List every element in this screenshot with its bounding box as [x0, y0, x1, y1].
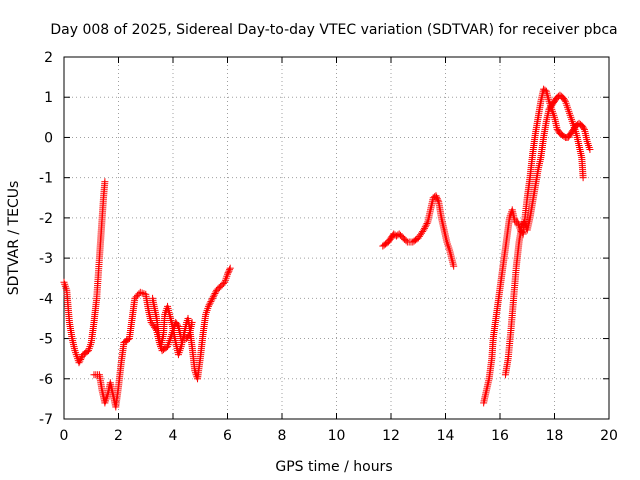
data-point: [208, 296, 216, 304]
data-point: [433, 195, 441, 203]
y-tick-label: -4: [39, 291, 53, 307]
data-point: [174, 321, 182, 329]
data-point: [209, 293, 217, 301]
data-point: [580, 124, 588, 132]
y-axis-label: SDTVAR / TECUs: [6, 181, 22, 296]
data-point: [207, 298, 215, 306]
y-tick-label: -2: [39, 211, 53, 227]
x-tick-label: 18: [546, 428, 564, 444]
data-points: [60, 85, 594, 411]
y-tick-label: 2: [44, 50, 53, 66]
data-point: [432, 192, 440, 200]
data-point: [420, 226, 428, 234]
data-point: [560, 96, 568, 104]
data-point: [77, 355, 85, 363]
y-tick-label: -1: [39, 171, 53, 187]
x-tick-label: 8: [278, 428, 287, 444]
data-point: [75, 359, 83, 367]
data-point: [209, 294, 217, 302]
data-point: [421, 223, 429, 231]
data-point: [136, 288, 144, 296]
data-point: [224, 269, 232, 277]
x-tick-label: 14: [437, 428, 455, 444]
data-point: [138, 289, 146, 297]
data-point: [225, 267, 233, 275]
data-point: [450, 262, 458, 270]
x-tick-label: 10: [328, 428, 346, 444]
x-tick-label: 6: [223, 428, 232, 444]
data-point: [204, 302, 212, 310]
x-tick-label: 12: [382, 428, 400, 444]
data-point: [579, 174, 587, 182]
data-point: [226, 266, 234, 274]
data-point: [226, 264, 234, 272]
data-point: [76, 357, 84, 365]
y-tick-label: 0: [44, 130, 53, 146]
y-tick-label: -6: [39, 372, 53, 388]
data-point: [77, 354, 85, 362]
x-tick-label: 4: [169, 428, 178, 444]
data-point: [586, 146, 594, 154]
x-tick-label: 0: [60, 428, 69, 444]
data-point: [210, 291, 218, 299]
x-tick-label: 16: [491, 428, 509, 444]
data-point: [211, 290, 219, 298]
data-point: [205, 301, 213, 309]
data-point: [423, 220, 431, 228]
x-tick-label: 2: [114, 428, 123, 444]
data-point: [101, 178, 109, 186]
data-point: [402, 237, 410, 245]
data-point: [224, 270, 231, 278]
y-tick-label: -3: [39, 251, 53, 267]
y-tick-label: -5: [39, 332, 53, 348]
grid-lines: [64, 57, 609, 419]
x-axis-label: GPS time / hours: [275, 459, 392, 475]
data-point: [124, 336, 132, 344]
y-tick-label: 1: [44, 90, 53, 106]
data-point: [422, 221, 430, 229]
y-tick-label: -7: [39, 412, 53, 428]
data-point: [206, 299, 214, 307]
data-point: [433, 193, 441, 201]
x-tick-label: 20: [600, 428, 618, 444]
chart-title: Day 008 of 2025, Sidereal Day-to-day VTE…: [50, 22, 617, 38]
data-point: [421, 224, 429, 232]
data-point: [434, 196, 442, 204]
